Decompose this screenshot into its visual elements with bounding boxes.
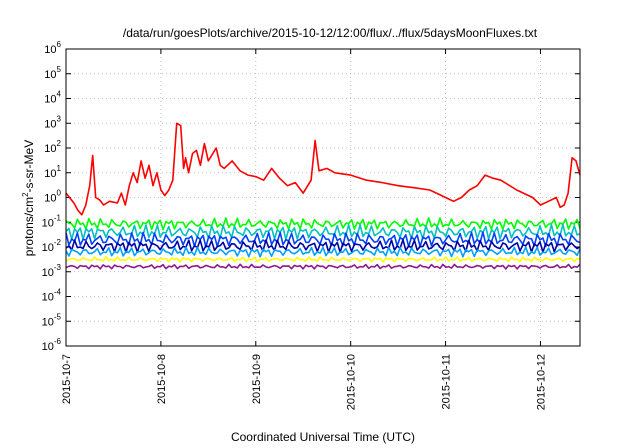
y-tick-label: 10-6 [42,337,62,353]
y-tick-label: 105 [44,65,61,81]
x-tick-label: 2015-10-12 [535,354,547,410]
grid-lines [66,49,580,346]
x-tick-label: 2015-10-9 [251,354,263,404]
series-line-4 [65,239,581,254]
y-axis-label: protons/cm2-s-sr-MeV [21,140,36,256]
series-line-6 [65,256,581,263]
x-tick-label: 2015-10-8 [156,354,168,404]
y-tick-label: 10-5 [42,312,62,328]
x-axis-ticks: 2015-10-7 2015-10-8 2015-10-9 2015-10-10 201… [61,49,547,410]
series-line-5 [65,246,581,258]
x-axis-label: Coordinated Universal Time (UTC) [231,430,415,444]
y-tick-label: 106 [44,40,61,56]
x-tick-label: 2015-10-10 [346,354,358,410]
y-tick-label: 102 [44,139,61,155]
y-tick-label: 10-4 [42,288,62,304]
y-tick-label: 100 [44,189,61,205]
y-tick-label: 10-1 [42,213,62,229]
y-tick-label: 10-2 [42,238,62,254]
series-line-1 [65,217,581,231]
x-tick-label: 2015-10-7 [61,354,73,404]
y-tick-label: 104 [44,90,61,106]
x-tick-label: 2015-10-11 [441,354,453,409]
y-tick-label: 101 [44,164,61,180]
y-axis-ticks: 10-6 10-5 10-4 10-3 10-2 10-1 100 101 102 103 104 1… [42,40,580,353]
chart-title: /data/run/goesPlots/archive/2015-10-12/1… [123,26,538,40]
plot-frame [65,48,581,347]
series-line-7 [65,263,581,270]
y-tick-label: 10-3 [42,263,62,279]
series-line-0 [65,122,581,216]
y-tick-label: 103 [44,114,61,130]
series-lines [65,122,581,270]
